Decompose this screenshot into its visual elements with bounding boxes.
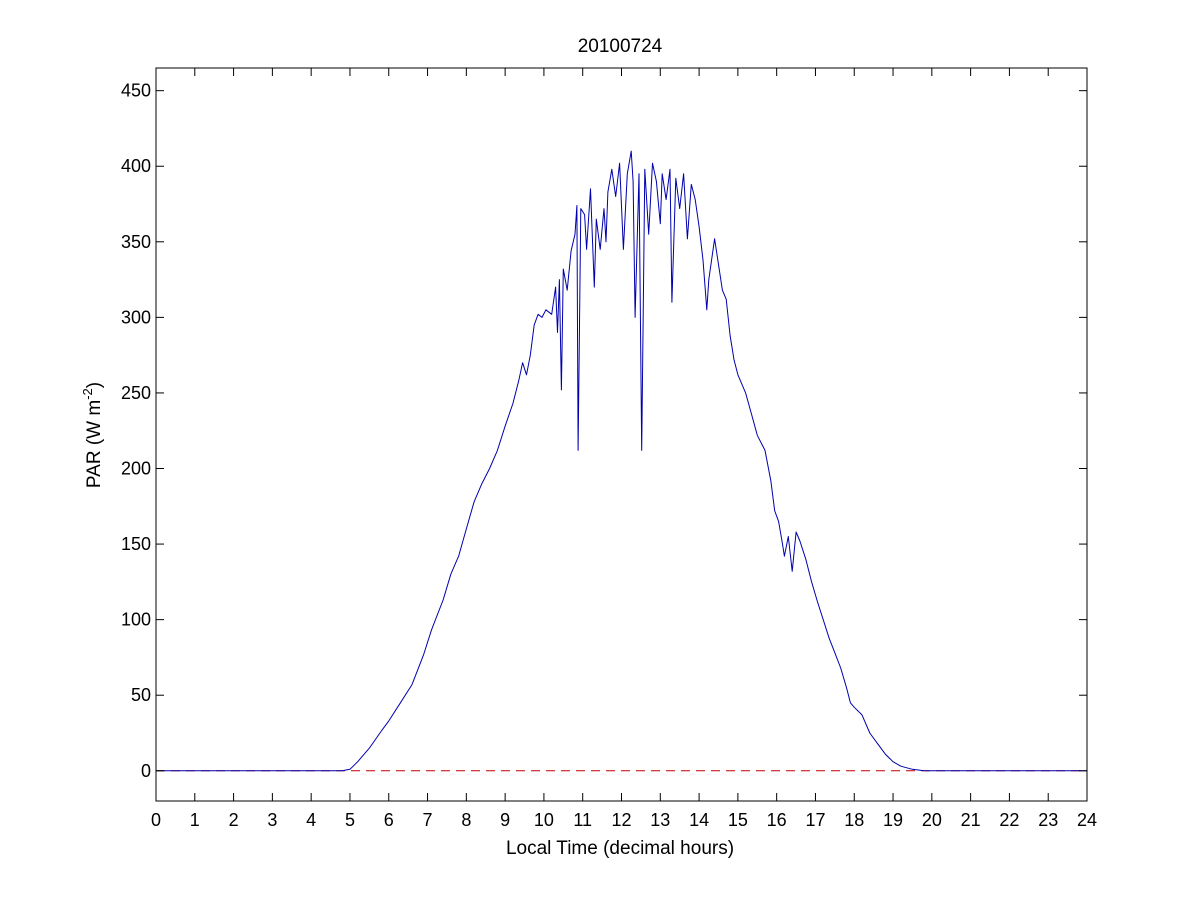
y-tick-label-5: 250 [121,383,151,403]
x-tick-label-12: 12 [611,810,631,830]
y-tick-label-3: 150 [121,534,151,554]
y-tick-label-6: 300 [121,307,151,327]
x-tick-label-10: 10 [534,810,554,830]
x-tick-label-0: 0 [151,810,161,830]
x-tick-label-17: 17 [805,810,825,830]
x-tick-label-3: 3 [267,810,277,830]
x-tick-label-11: 11 [573,810,592,830]
y-axis-label-suffix: ) [84,382,105,388]
y-tick-label-9: 450 [121,81,151,101]
y-tick-label-7: 350 [121,232,151,252]
x-tick-label-2: 2 [229,810,239,830]
axes-box [155,67,1088,802]
x-tick-label-19: 19 [883,810,903,830]
plot-area: 0 1 2 3 4 5 6 7 8 9 10 11 12 13 14 15 16 17 18 19 20 21 22 23 24… [121,67,1097,830]
x-tick-label-7: 7 [423,810,433,830]
x-tick-label-4: 4 [306,810,316,830]
x-tick-label-15: 15 [728,810,748,830]
x-tick-label-6: 6 [384,810,394,830]
x-tick-label-21: 21 [961,810,981,830]
series-line-0 [156,150,1087,772]
x-tick-label-14: 14 [689,810,709,830]
x-tick-label-20: 20 [922,810,942,830]
y-tick-label-2: 100 [121,610,151,630]
y-tick-label-8: 400 [121,156,151,176]
x-tick-label-8: 8 [461,810,471,830]
x-tick-label-18: 18 [844,810,864,830]
x-tick-label-9: 9 [500,810,510,830]
y-tick-label-0: 0 [141,761,151,781]
y-axis-label-superscript: -2 [80,388,95,400]
x-tick-label-13: 13 [650,810,670,830]
x-tick-label-24: 24 [1077,810,1097,830]
y-axis-label: PAR (W m-2) [80,382,105,488]
x-tick-label-1: 1 [190,810,200,830]
x-tick-label-22: 22 [999,810,1019,830]
x-axis-label: Local Time (decimal hours) [506,838,734,859]
x-tick-label-5: 5 [345,810,355,830]
y-tick-label-4: 200 [121,459,151,479]
x-tick-label-23: 23 [1038,810,1058,830]
y-tick-label-1: 50 [131,685,151,705]
x-tick-label-16: 16 [767,810,787,830]
y-axis-label-prefix: PAR (W m [84,400,105,488]
chart-title: 20100724 [578,36,663,57]
